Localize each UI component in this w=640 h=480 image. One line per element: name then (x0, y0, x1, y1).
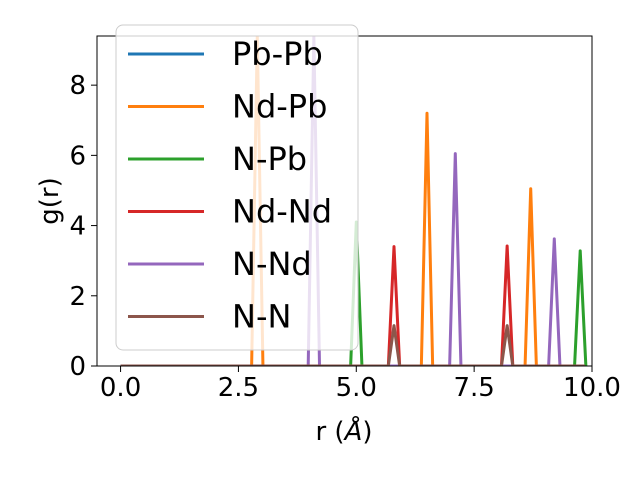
y-tick-label: 4 (69, 212, 86, 242)
x-axis-ticks: 0.0 2.5 5.0 7.5 10.0 (100, 366, 621, 403)
x-tick-label: 0.0 (100, 373, 141, 403)
x-tick-label: 2.5 (218, 373, 259, 403)
legend-label-n-n: N-N (232, 298, 291, 336)
legend-label-nd-nd: Nd-Nd (232, 193, 332, 231)
y-axis-label: g(r) (35, 177, 65, 224)
legend-label-pb-pb: Pb-Pb (232, 35, 323, 73)
y-tick-label: 8 (69, 71, 86, 101)
legend: Pb-Pb Nd-Pb N-Pb Nd-Nd N-Nd N-N (115, 24, 359, 351)
x-tick-label: 7.5 (453, 373, 494, 403)
legend-label-n-pb: N-Pb (232, 140, 307, 178)
x-axis-label: r (Å) (315, 415, 372, 447)
x-tick-label: 10.0 (563, 373, 621, 403)
y-axis-ticks: 0 2 4 6 8 (69, 71, 97, 382)
y-tick-label: 0 (69, 352, 86, 382)
x-tick-label: 5.0 (336, 373, 377, 403)
y-tick-label: 6 (69, 141, 86, 171)
series-line-n-n (120, 324, 585, 366)
series-line-nd-nd (120, 244, 585, 366)
y-tick-label: 2 (69, 282, 86, 312)
legend-label-nd-pb: Nd-Pb (232, 88, 327, 126)
legend-label-n-nd: N-Nd (232, 245, 312, 283)
